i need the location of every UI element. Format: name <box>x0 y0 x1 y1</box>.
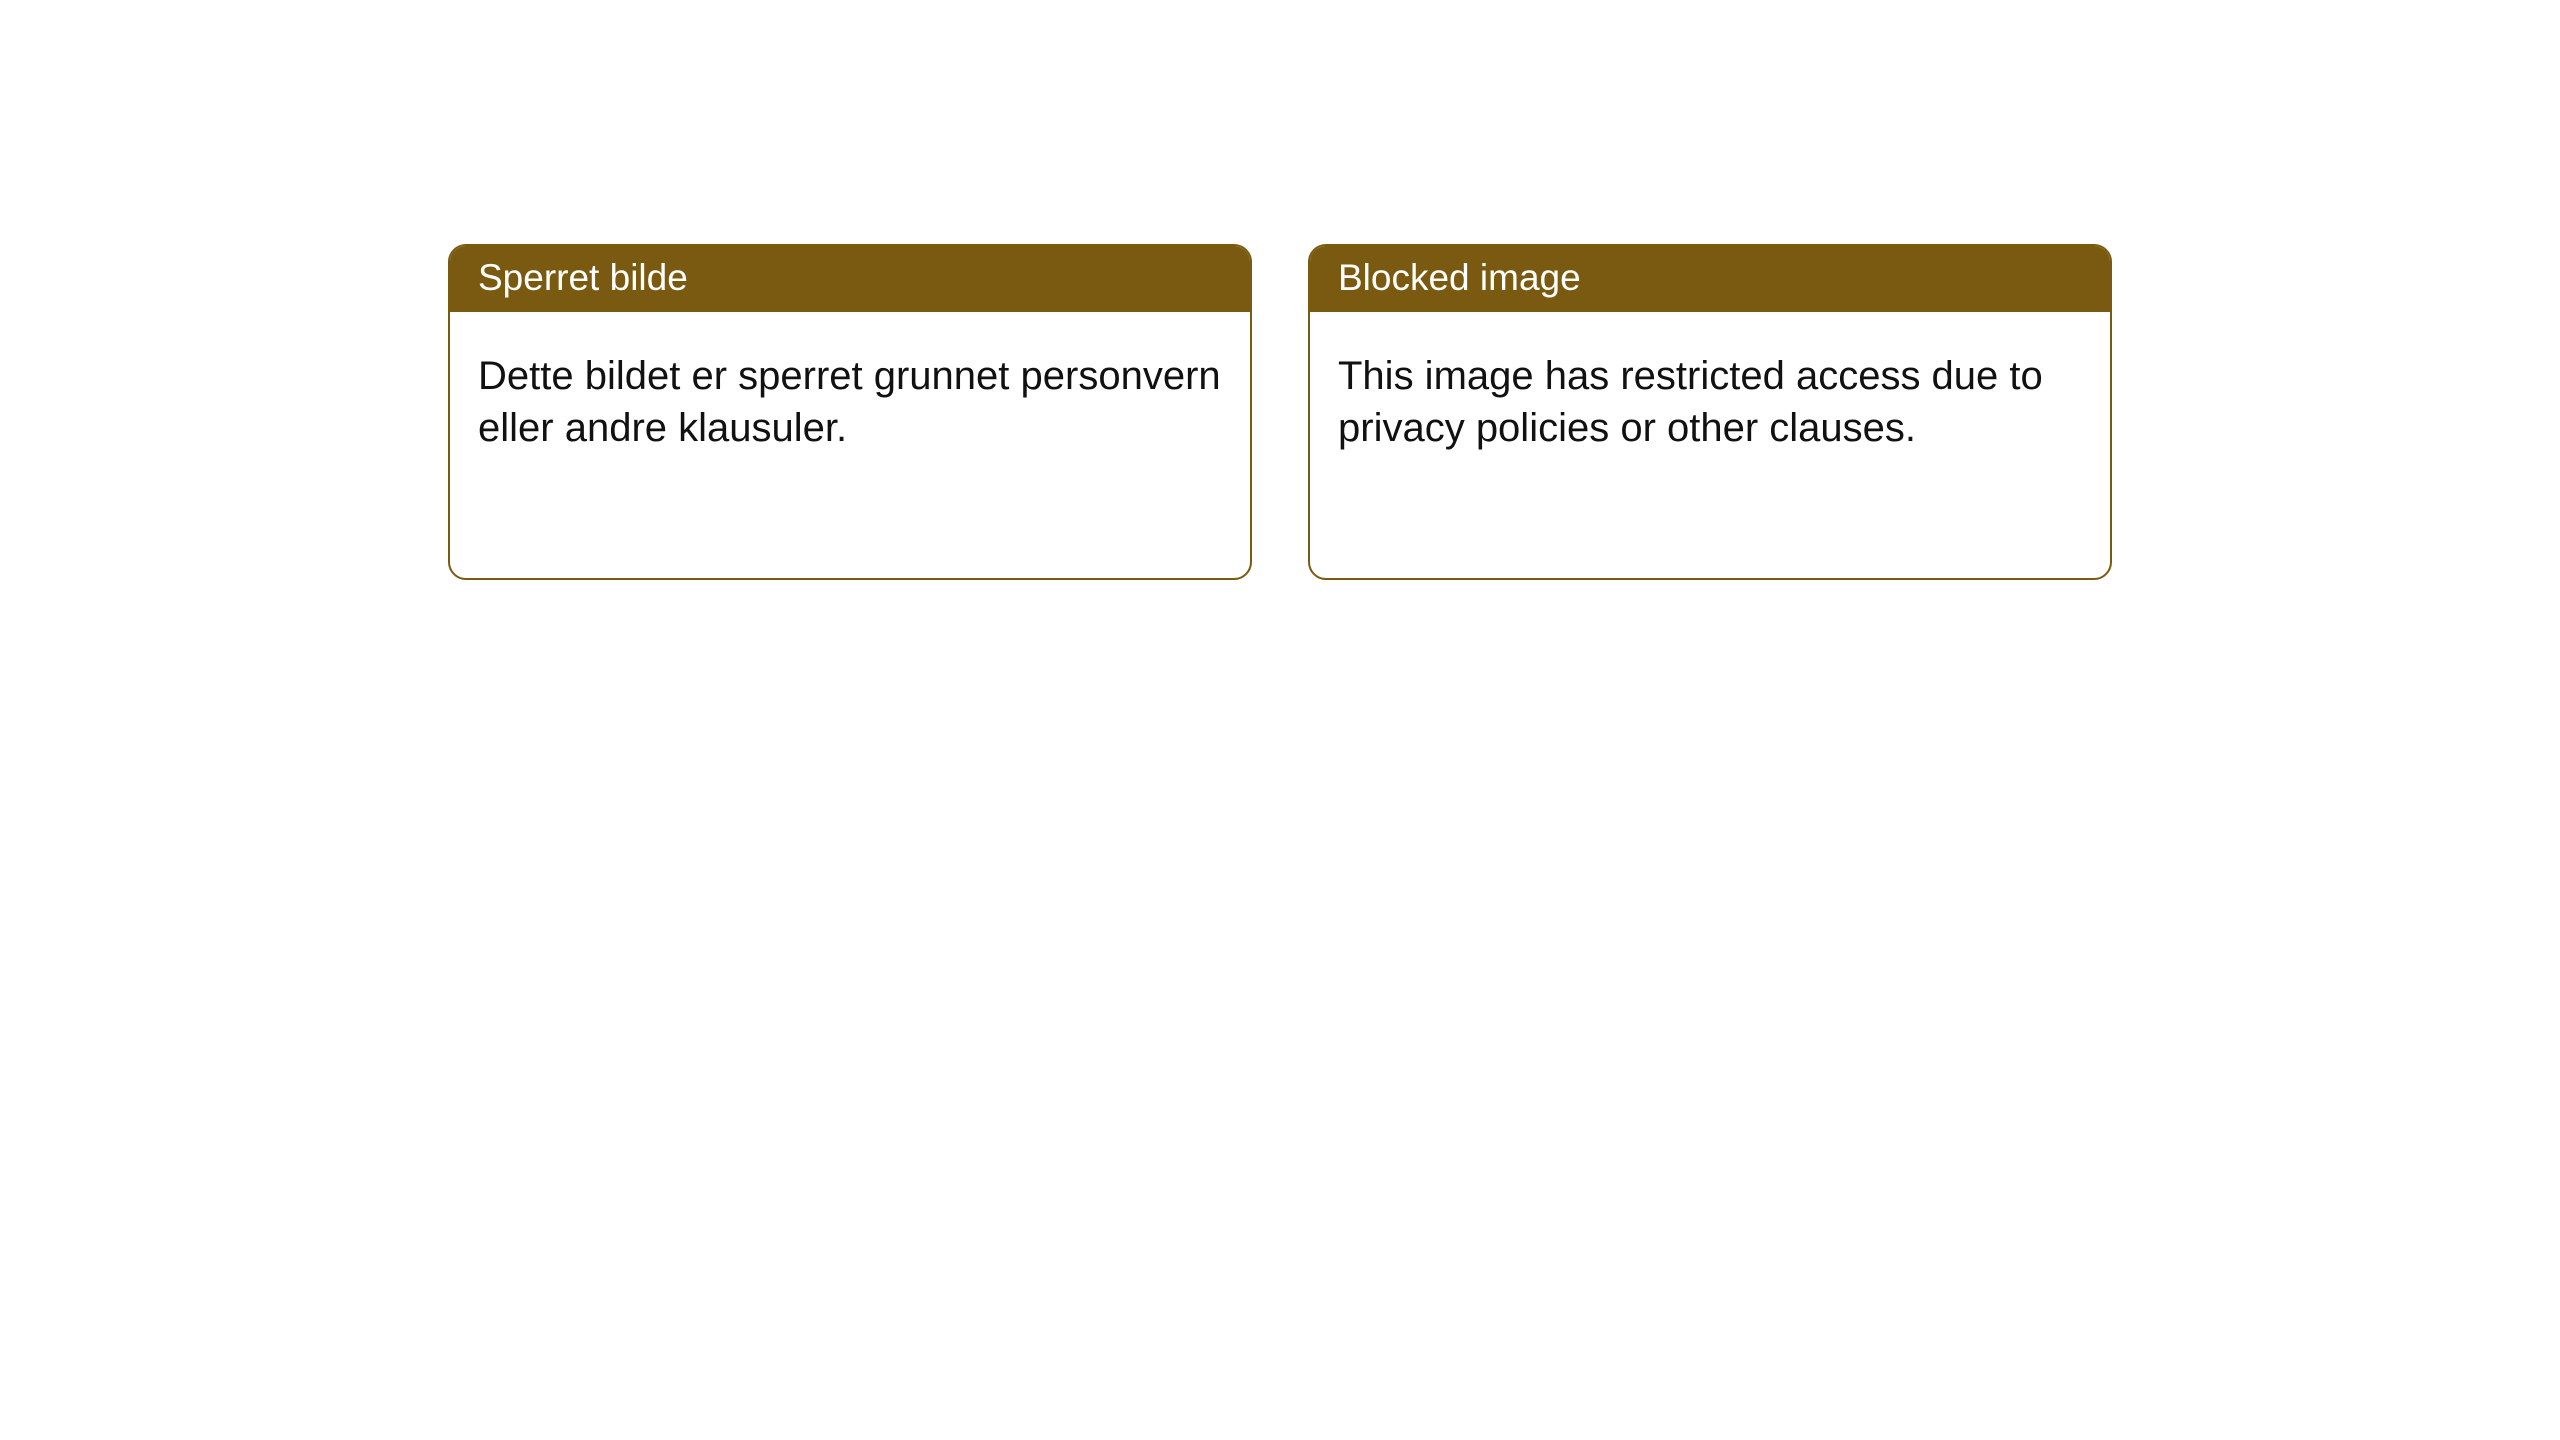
card-body-english: This image has restricted access due to … <box>1310 312 2110 482</box>
card-title-norwegian: Sperret bilde <box>450 246 1250 312</box>
blocked-image-card-norwegian: Sperret bilde Dette bildet er sperret gr… <box>448 244 1252 580</box>
notice-container: Sperret bilde Dette bildet er sperret gr… <box>0 0 2560 580</box>
card-body-norwegian: Dette bildet er sperret grunnet personve… <box>450 312 1250 482</box>
card-title-english: Blocked image <box>1310 246 2110 312</box>
blocked-image-card-english: Blocked image This image has restricted … <box>1308 244 2112 580</box>
